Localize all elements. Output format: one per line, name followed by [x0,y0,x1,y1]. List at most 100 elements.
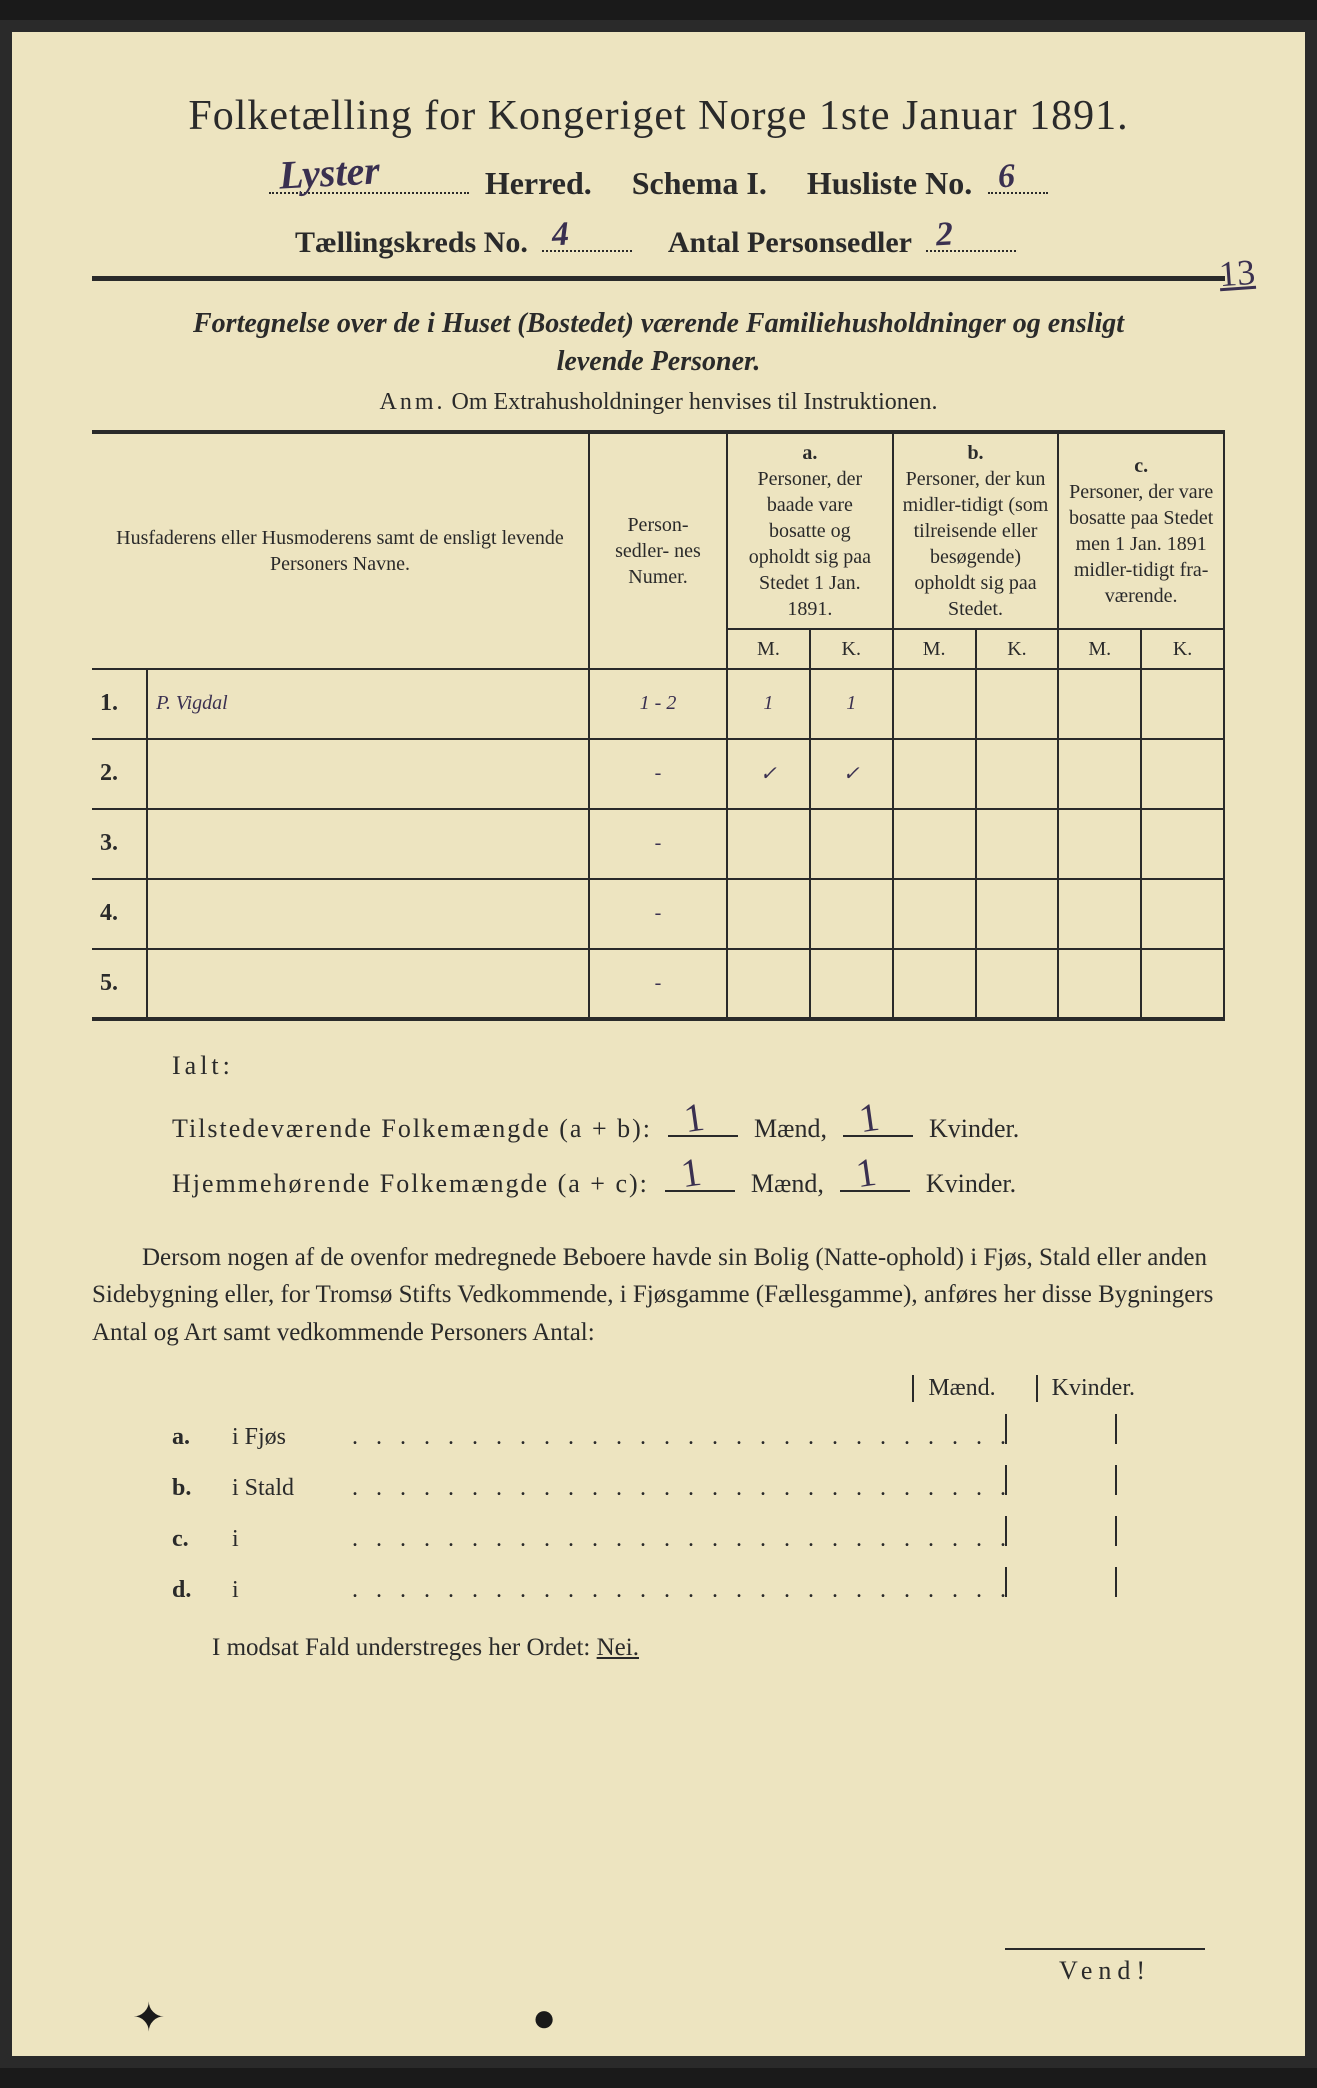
bygn-k-cell [1115,1465,1225,1495]
antal-label: Antal Personsedler [668,226,912,260]
row-b-k [976,879,1059,949]
totals-block: Ialt: Tilstedeværende Folkemængde (a + b… [172,1051,1225,1199]
buildings-header: Mænd. Kvinder. [172,1375,1225,1402]
table-row: 2.-✓✓ [92,739,1224,809]
row-name [147,949,589,1019]
col-a-k: K. [810,629,893,669]
vend-label: Vend! [1005,1948,1205,1986]
row-c-m [1058,879,1141,949]
row-a-m: 1 [727,669,810,739]
col-a-text: Personer, der baade vare bosatte og opho… [749,468,871,620]
bygn-lbl: b. [172,1475,232,1502]
building-row: b.i Stald. . . . . . . . . . . . . . . .… [172,1465,1225,1502]
census-form-page: Folketælling for Kongeriget Norge 1ste J… [0,20,1317,2068]
building-row: d.i. . . . . . . . . . . . . . . . . . .… [172,1567,1225,1604]
nei-line: I modsat Fald understreges her Ordet: Ne… [212,1634,1225,1662]
row-b-k [976,669,1059,739]
bygn-lbl: d. [172,1577,232,1604]
bygn-txt: i [232,1577,352,1604]
row-b-k [976,949,1059,1019]
col-b-m: M. [893,629,976,669]
building-row: c.i. . . . . . . . . . . . . . . . . . .… [172,1516,1225,1553]
bygn-k-cell [1115,1567,1225,1597]
buildings-section: Mænd. Kvinder. a.i Fjøs. . . . . . . . .… [172,1375,1225,1604]
table-row: 1.P. Vigdal1 - 211 [92,669,1224,739]
row-name [147,879,589,949]
subtitle-line2: levende Personer. [557,346,761,377]
schema-label: Schema I. [632,165,767,202]
row-a-m [727,949,810,1019]
table-row: 3.- [92,809,1224,879]
row-num: 3. [92,809,147,879]
ialt-r1-k-field: 1 [843,1105,913,1137]
row-c-k [1141,949,1224,1019]
row-a-k: 1 [810,669,893,739]
row-sedler: - [589,879,727,949]
header-line-2: Lyster Herred. Schema I. Husliste No. 6 [92,158,1225,202]
row-sedler: - [589,739,727,809]
bygn-m-cell [1005,1567,1115,1597]
ialt-r2-m-field: 1 [665,1160,735,1192]
ialt-maend-2: Mænd, [751,1169,824,1199]
row-num: 4. [92,879,147,949]
ialt-maend-1: Mænd, [754,1114,827,1144]
row-c-k [1141,739,1224,809]
ialt-r2-k: 1 [853,1147,879,1196]
row-b-m [893,739,976,809]
col-sedler-header: Person- sedler- nes Numer. [589,432,727,669]
bygn-m-cell [1005,1516,1115,1546]
bygn-dots: . . . . . . . . . . . . . . . . . . . . … [352,1577,1005,1604]
antal-field: 2 [926,216,1016,252]
bygn-txt: i Fjøs [232,1424,352,1451]
herred-field: Lyster [269,158,469,194]
subtitle: Fortegnelse over de i Huset (Bostedet) v… [92,305,1225,381]
ialt-row-1: Tilstedeværende Folkemængde (a + b): 1 M… [172,1105,1225,1144]
ialt-row-2: Hjemmehørende Folkemængde (a + c): 1 Mæn… [172,1160,1225,1199]
bygn-lbl: a. [172,1424,232,1451]
ink-mark-left: ✦ [132,1994,166,2041]
col-b-header: b. Personer, der kun midler-tidigt (som … [893,432,1059,629]
table-row: 5.- [92,949,1224,1019]
anm-text: Om Extrahusholdninger henvises til Instr… [452,389,938,415]
husliste-value: 6 [997,158,1016,197]
row-a-m [727,879,810,949]
row-c-m [1058,739,1141,809]
bygn-txt: i [232,1526,352,1553]
row-sedler: 1 - 2 [589,669,727,739]
antal-value: 2 [935,216,954,255]
table-row: 4. - [92,879,1224,949]
row-a-k [810,879,893,949]
ialt-r1-label: Tilstedeværende Folkemængde (a + b): [172,1114,652,1144]
bygn-m-cell [1005,1465,1115,1495]
main-title: Folketælling for Kongeriget Norge 1ste J… [92,92,1225,140]
row-b-m [893,949,976,1019]
col-c-header: c. Personer, der vare bosatte paa Stedet… [1058,432,1224,629]
bygn-m-cell [1005,1414,1115,1444]
bygn-lbl: c. [172,1526,232,1553]
col-names-header: Husfaderens eller Husmoderens samt de en… [92,432,589,669]
col-c-m: M. [1058,629,1141,669]
ialt-r1-k: 1 [856,1092,882,1141]
row-a-k [810,809,893,879]
row-a-k [810,949,893,1019]
row-b-m [893,809,976,879]
nei-word: Nei. [597,1634,639,1661]
rule-1 [92,276,1225,281]
row-c-k [1141,669,1224,739]
building-row: a.i Fjøs. . . . . . . . . . . . . . . . … [172,1414,1225,1451]
row-a-m [727,809,810,879]
col-a-m: M. [727,629,810,669]
row-c-m [1058,949,1141,1019]
ink-mark-center: ● [532,1994,556,2041]
row-a-m: ✓ [727,739,810,809]
bygn-dots: . . . . . . . . . . . . . . . . . . . . … [352,1475,1005,1502]
ialt-r1-m-field: 1 [668,1105,738,1137]
row-b-m [893,879,976,949]
ialt-r2-m: 1 [678,1147,704,1196]
bygn-k-cell [1115,1414,1225,1444]
row-name: P. Vigdal [147,669,589,739]
col-a-label: a. [802,442,817,464]
bygn-k-cell [1115,1516,1225,1546]
husliste-field: 6 [988,158,1048,194]
col-b-k: K. [976,629,1059,669]
